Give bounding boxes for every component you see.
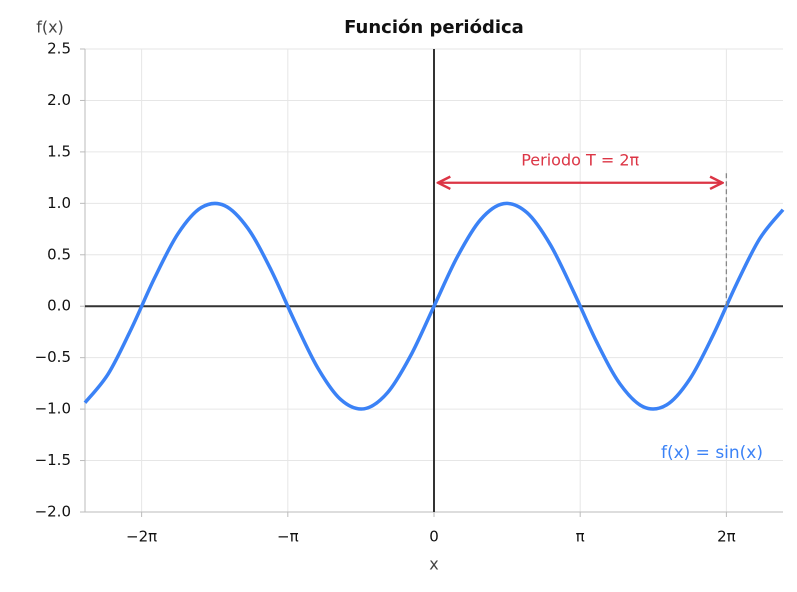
y-axis-label: f(x) xyxy=(36,18,64,37)
x-tick-label: −π xyxy=(277,528,299,546)
annotation-label: Periodo T = 2π xyxy=(521,150,639,169)
x-axis-label: x xyxy=(429,555,438,574)
y-tick-label: 0.5 xyxy=(47,245,71,263)
x-tick-label: 2π xyxy=(717,528,736,546)
y-tick-label: 2.0 xyxy=(47,91,71,109)
y-tick-label: −1.5 xyxy=(35,451,71,469)
y-tick-label: −0.5 xyxy=(35,348,71,366)
line-series xyxy=(83,201,785,411)
y-tick-label: −1.0 xyxy=(35,400,71,418)
series-label: f(x) = sin(x) xyxy=(661,443,763,463)
x-tick-label: 0 xyxy=(429,528,439,546)
x-tick-label: π xyxy=(576,528,585,546)
x-tick-label: −2π xyxy=(126,528,157,546)
y-tick-label: 2.5 xyxy=(47,40,71,58)
y-tick-label: −2.0 xyxy=(35,503,71,521)
chart-title: Función periódica xyxy=(344,17,524,38)
y-tick-label: 0.0 xyxy=(47,297,71,315)
y-tick-label: 1.0 xyxy=(47,194,71,212)
y-tick-label: 1.5 xyxy=(47,142,71,160)
